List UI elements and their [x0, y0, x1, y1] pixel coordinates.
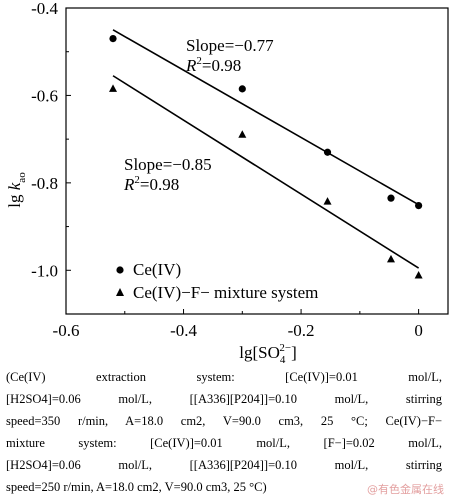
y-axis-label: lg kao: [5, 172, 28, 208]
data-point-circle: [387, 194, 395, 202]
slope-label: Slope=−0.77: [186, 36, 274, 55]
caption-line: mixture system: [Ce(IV)]=0.01 mol/L, [F−…: [6, 436, 442, 450]
fit-line-2: [112, 75, 420, 269]
legend-label: Ce(IV)−F− mixture system: [133, 283, 318, 302]
slope-label: Slope=−0.85: [124, 155, 212, 174]
data-point-triangle: [414, 271, 423, 279]
y-tick-label: -0.8: [31, 174, 58, 193]
data-point-circle: [109, 35, 117, 43]
r2-label: R2=0.98: [185, 55, 241, 75]
caption-line: [H2SO4]=0.06 mol/L, [[A336][P204]]=0.10 …: [6, 458, 442, 472]
x-tick-label: 0: [414, 321, 423, 340]
plot-frame: [65, 7, 449, 315]
r2-label: R2=0.98: [123, 174, 179, 194]
legend-marker-circle: [116, 266, 124, 274]
x-tick-label: -0.4: [170, 321, 197, 340]
data-point-circle: [323, 148, 332, 156]
caption-line: speed=350 r/min, A=18.0 cm2, V=90.0 cm3,…: [6, 414, 442, 428]
x-tick-label: -0.6: [53, 321, 80, 340]
data-point-triangle: [109, 84, 118, 92]
data-point-circle: [415, 201, 423, 210]
caption-line: (Ce(IV) extraction system: [Ce(IV)]=0.01…: [6, 370, 442, 384]
chart: -0.6 -0.4 -0.2 0 -0.4 -0.6 -0.8 -1.0 lg[SO42−] lg…: [5, 0, 449, 365]
x-tick-label: -0.2: [288, 321, 315, 340]
figure-caption: (Ce(IV) extraction system: [Ce(IV)]=0.01…: [6, 366, 442, 498]
y-tick-label: -0.4: [31, 0, 58, 18]
y-tick-label: -1.0: [31, 261, 58, 280]
x-axis-label: lg[SO42−]: [239, 342, 297, 365]
caption-line: [H2SO4]=0.06 mol/L, [[A336][P204]]=0.10 …: [6, 392, 442, 406]
data-point-circle: [238, 85, 246, 93]
data-point-triangle: [386, 254, 395, 263]
data-point-triangle: [323, 197, 332, 205]
legend-label: Ce(IV): [133, 260, 181, 279]
y-tick-label: -0.6: [31, 86, 58, 105]
data-point-triangle: [238, 130, 247, 138]
caption-line: speed=250 r/min, A=18.0 cm2, V=90.0 cm3,…: [6, 480, 267, 494]
fit-line-1: [112, 29, 420, 206]
legend-marker-triangle: [116, 288, 124, 296]
watermark: @有色金属在线: [367, 483, 444, 496]
